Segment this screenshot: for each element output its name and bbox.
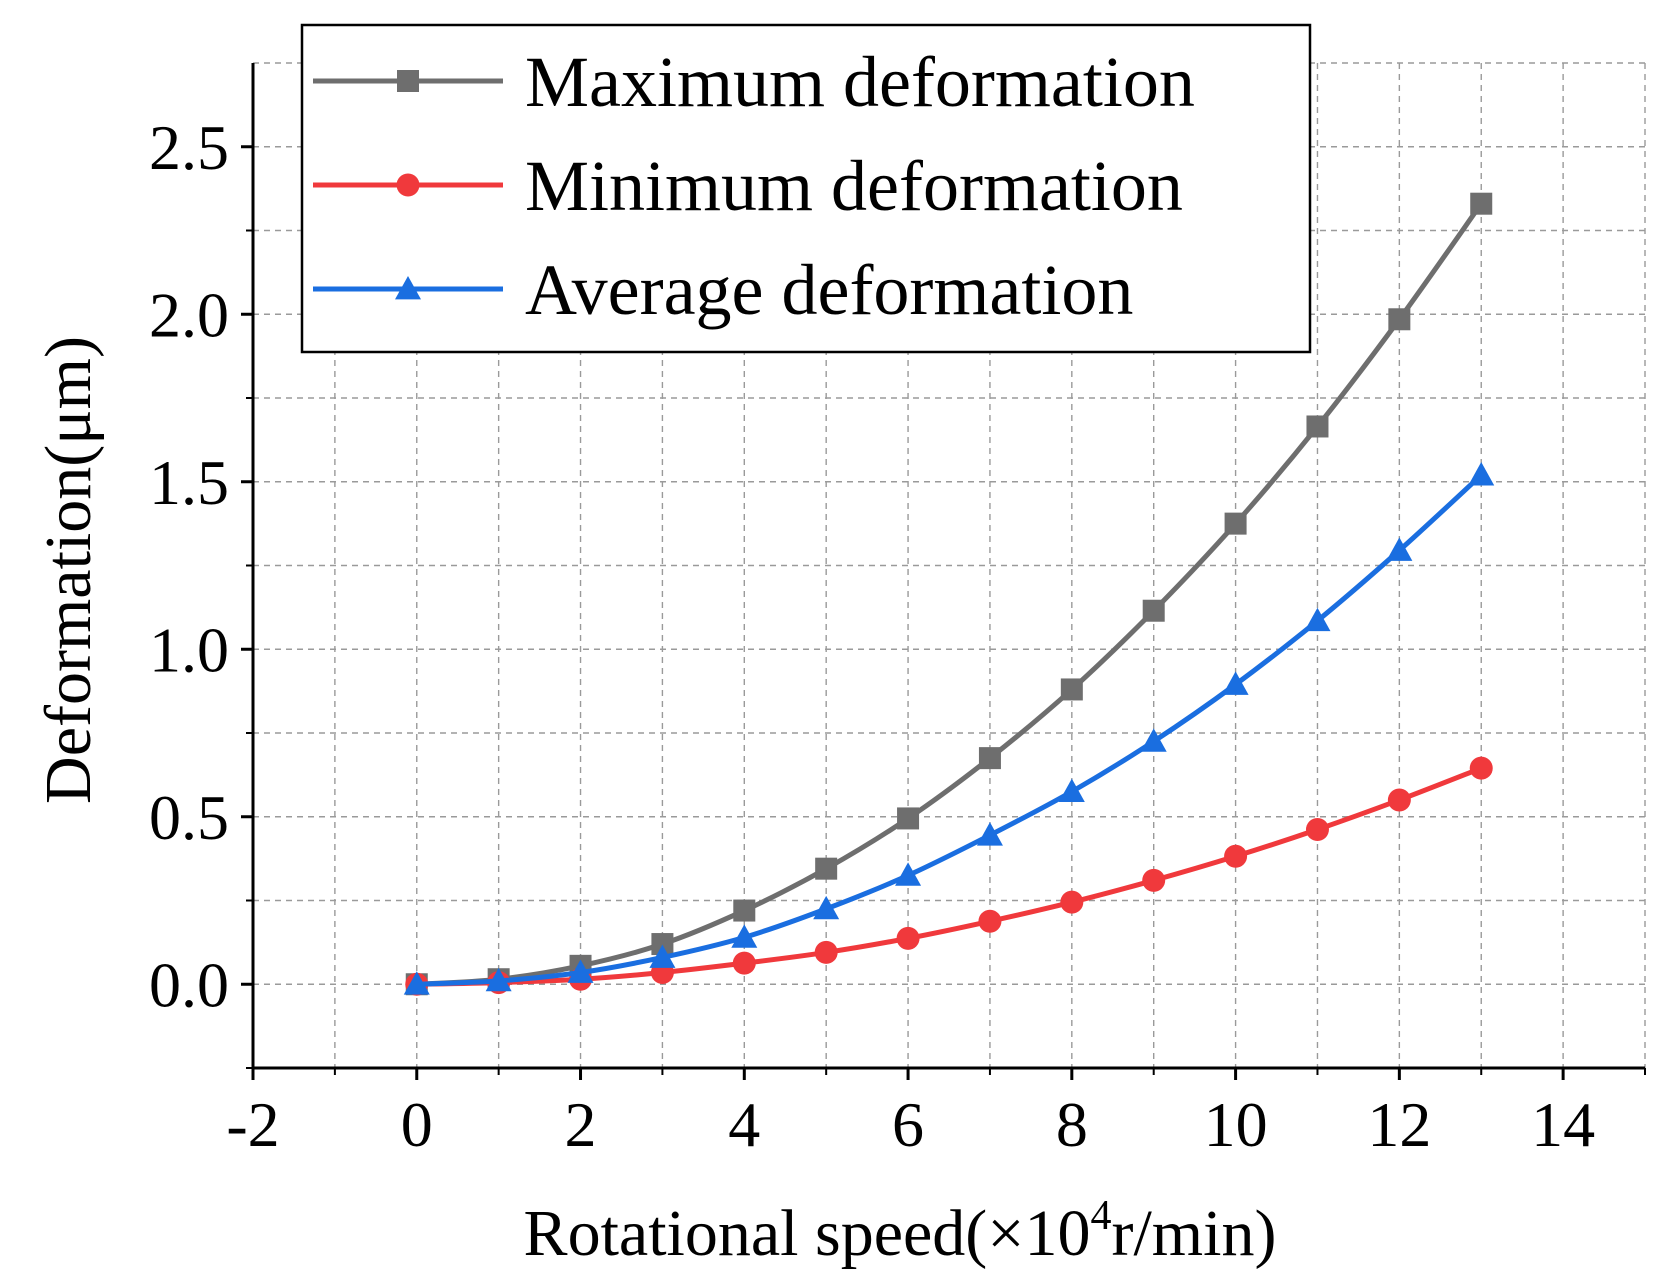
y-tick-label: 2.0 <box>149 279 229 350</box>
data-point <box>1224 512 1247 535</box>
legend: Maximum deformation Minimum deformation Av… <box>300 23 1312 354</box>
data-point <box>649 944 676 968</box>
y-tick-label: 0.5 <box>149 782 229 853</box>
data-point <box>897 807 920 830</box>
axes: -2 0 2 4 6 8 10 12 14 0.0 0.5 1.0 1.5 2.0 2.5 <box>149 63 1646 1160</box>
data-point <box>978 747 1001 770</box>
x-tick-label: 8 <box>1056 1089 1088 1160</box>
data-point <box>978 909 1002 933</box>
data-point <box>1468 462 1495 486</box>
data-point <box>814 940 838 964</box>
data-point <box>815 857 838 880</box>
legend-entry: Maximum deformation <box>313 42 1195 122</box>
data-point <box>1306 415 1329 438</box>
data-point <box>403 971 430 995</box>
data-point <box>1060 678 1083 701</box>
legend-entry: Average deformation <box>313 250 1133 330</box>
data-point <box>733 899 756 922</box>
data-point <box>651 933 674 956</box>
y-tick-label: 1.0 <box>149 614 229 685</box>
legend-marker <box>395 276 421 300</box>
data-point <box>1142 868 1166 892</box>
x-tick-label: 6 <box>892 1089 924 1160</box>
series-triangle <box>403 462 1495 995</box>
series-line <box>414 472 1484 987</box>
y-tick-label: 1.5 <box>149 447 229 518</box>
data-point <box>1224 844 1248 868</box>
x-tick-label: 12 <box>1367 1089 1431 1160</box>
data-point <box>1140 728 1167 752</box>
x-axis-label: Rotational speed(×104r/min) <box>524 1193 1277 1270</box>
x-tick-label: 10 <box>1204 1089 1268 1160</box>
legend-label: Maximum deformation <box>525 42 1195 122</box>
data-point <box>1305 817 1329 841</box>
data-point <box>1386 537 1413 561</box>
y-tick-label: 2.5 <box>149 112 229 183</box>
data-point <box>896 926 920 950</box>
x-tick-label: 14 <box>1531 1089 1595 1160</box>
data-point <box>1222 671 1249 695</box>
x-tick-label: 2 <box>565 1089 597 1160</box>
data-point <box>1388 308 1411 331</box>
series-line <box>414 765 1484 987</box>
legend-marker <box>396 173 420 197</box>
legend-entry: Minimum deformation <box>313 146 1183 226</box>
series-circle <box>405 756 1493 996</box>
legend-marker <box>397 70 419 92</box>
series-group <box>403 192 1495 996</box>
legend-label: Average deformation <box>525 250 1133 330</box>
data-point <box>485 967 512 992</box>
data-point <box>1470 192 1493 215</box>
data-point <box>1142 599 1165 622</box>
data-point <box>1304 607 1331 632</box>
data-point <box>732 951 756 975</box>
data-point <box>567 959 594 983</box>
data-point <box>895 862 922 886</box>
data-point <box>976 822 1003 846</box>
data-point <box>1387 788 1411 812</box>
x-tick-label: 0 <box>401 1089 433 1160</box>
x-tick-label: 4 <box>728 1089 760 1160</box>
y-tick-label: 0.0 <box>149 949 229 1020</box>
x-tick-label: -2 <box>226 1089 279 1160</box>
data-point <box>1469 756 1493 780</box>
data-point <box>1060 890 1084 914</box>
data-point <box>731 924 758 948</box>
data-point <box>813 895 840 920</box>
legend-label: Minimum deformation <box>525 146 1183 226</box>
data-point <box>1058 778 1085 803</box>
y-axis-label: Deformation(μm) <box>32 336 105 804</box>
